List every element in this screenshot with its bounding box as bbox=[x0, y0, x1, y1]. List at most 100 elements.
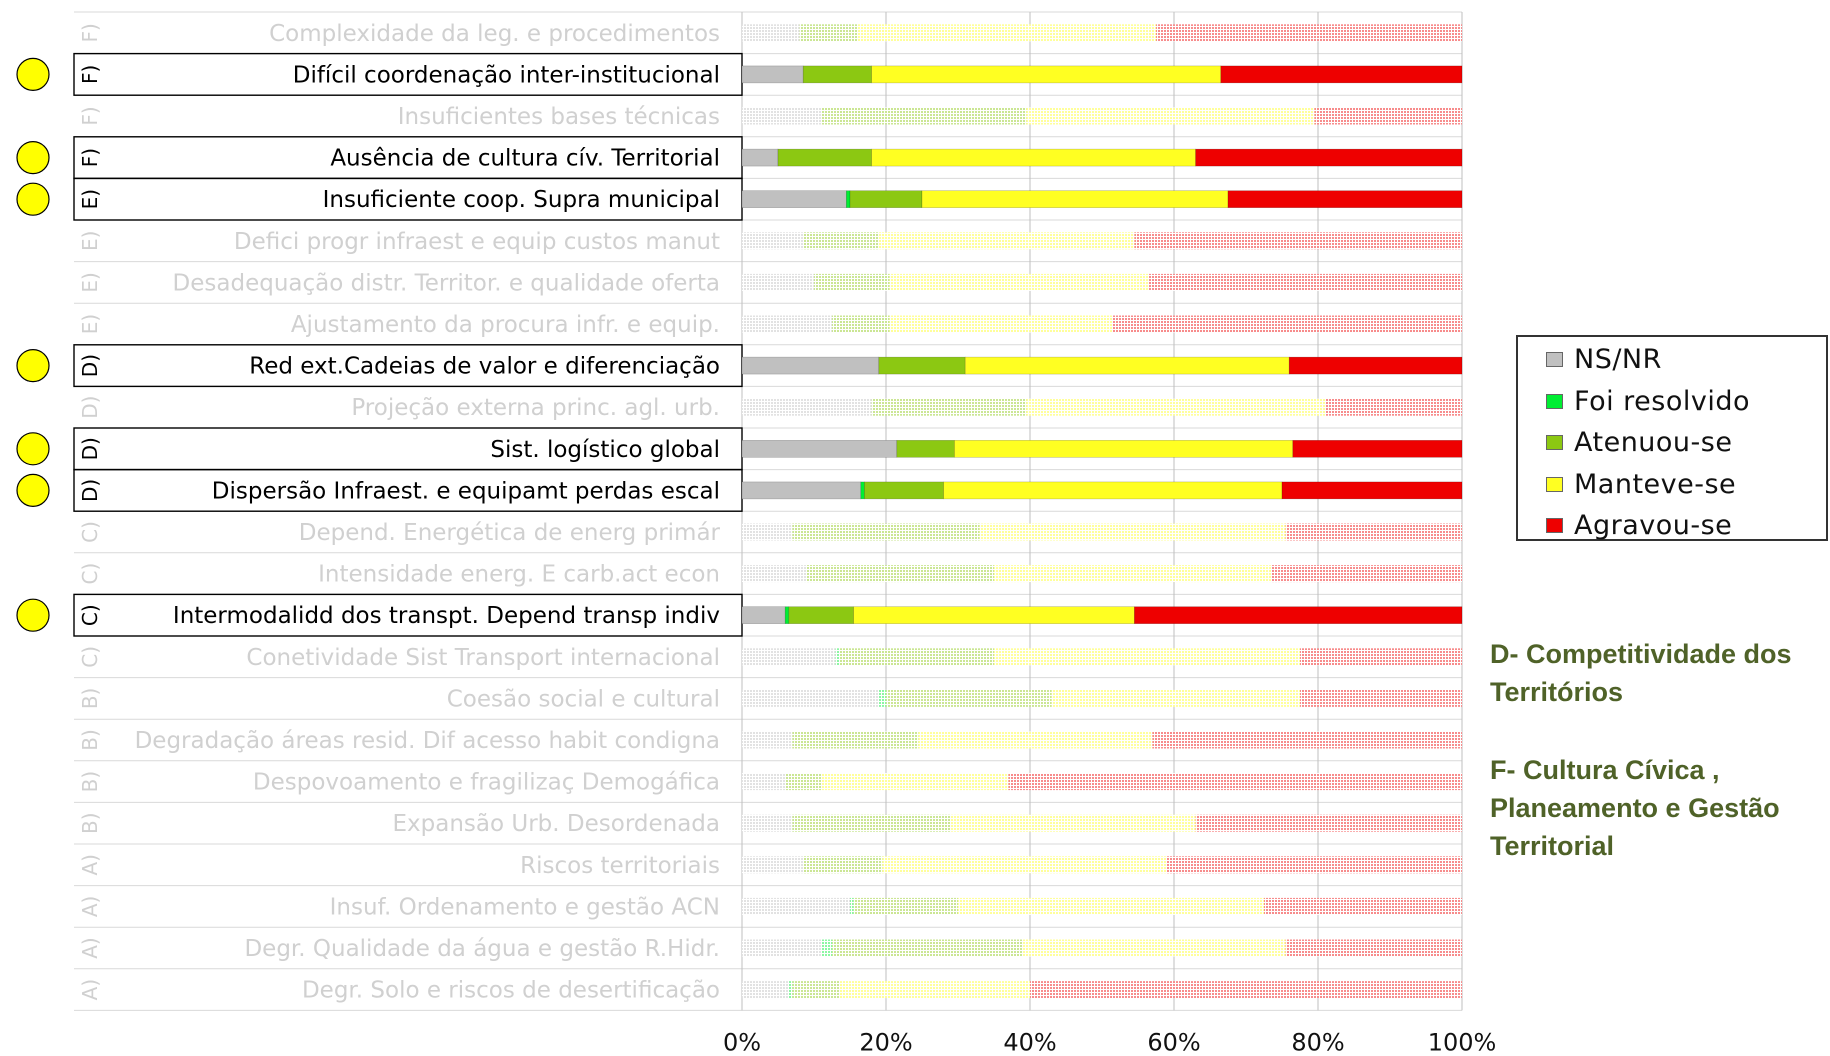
category-group-label: F) bbox=[78, 106, 102, 125]
bar-segment bbox=[857, 24, 1156, 42]
bar-segment bbox=[1112, 315, 1462, 333]
bar-segment bbox=[799, 24, 858, 42]
bar-segment bbox=[964, 356, 1290, 375]
category-group-label: A) bbox=[78, 979, 102, 1000]
bar-segment bbox=[832, 315, 890, 333]
bar-segment bbox=[742, 689, 879, 707]
bar-segment bbox=[839, 648, 994, 666]
highlight-marker bbox=[16, 432, 50, 466]
legend: NS/NR Foi resolvido Atenuou-se Manteve-s… bbox=[1516, 335, 1828, 541]
category-group-label: C) bbox=[78, 604, 102, 626]
category-label: Expansão Urb. Desordenada bbox=[393, 811, 720, 837]
legend-swatch-foi-resolvido bbox=[1546, 393, 1563, 409]
bar-segment bbox=[814, 273, 890, 291]
bar-segment bbox=[1292, 439, 1463, 458]
bar-segment bbox=[1285, 523, 1462, 541]
bar-segment bbox=[878, 356, 966, 375]
category-label: Ausência de cultura cív. Territorial bbox=[330, 146, 720, 172]
bar-segment bbox=[784, 606, 790, 625]
bar-segment bbox=[1220, 65, 1463, 84]
category-label: Riscos territoriais bbox=[520, 853, 720, 879]
bar-segment bbox=[742, 897, 850, 915]
legend-item-manteve-se: Manteve-se bbox=[1546, 466, 1736, 502]
note-line: F- Cultura Cívica , bbox=[1490, 755, 1720, 785]
highlight-marker bbox=[16, 349, 50, 383]
bar-segment bbox=[1285, 939, 1462, 957]
category-group-label: E) bbox=[78, 272, 102, 292]
highlight-marker bbox=[16, 141, 50, 175]
bar-segment bbox=[846, 190, 851, 208]
bar-segment bbox=[918, 731, 1153, 749]
bar-segment bbox=[853, 897, 958, 915]
x-tick-label: 40% bbox=[1003, 1028, 1056, 1056]
category-label: Degradação áreas resid. Dif acesso habit… bbox=[135, 728, 720, 754]
x-tick-label: 80% bbox=[1291, 1028, 1344, 1056]
category-group-label: F) bbox=[78, 148, 102, 167]
bar-segment bbox=[1051, 689, 1300, 707]
bar-segment bbox=[741, 439, 898, 458]
legend-label-foi-resolvido: Foi resolvido bbox=[1574, 385, 1751, 417]
bar-segment bbox=[742, 24, 800, 42]
category-label: Dispersão Infraest. e equipamt perdas es… bbox=[212, 478, 720, 504]
note-cultura-civica: F- Cultura Cívica , Planeamento e Gestão… bbox=[1490, 751, 1825, 865]
category-label: Insuf. Ordenamento e gestão ACN bbox=[330, 894, 720, 920]
bar-segment bbox=[792, 814, 951, 832]
bar-segment bbox=[950, 814, 1196, 832]
category-group-label: E) bbox=[78, 314, 102, 334]
bar-segment bbox=[821, 107, 1027, 125]
category-group-label: B) bbox=[78, 688, 102, 710]
bar-segment bbox=[742, 648, 836, 666]
bar-segment bbox=[994, 565, 1272, 583]
category-label: Conetividade Sist Transport internaciona… bbox=[246, 645, 720, 671]
bar-segment bbox=[921, 190, 1229, 208]
note-competitividade: D- Competitividade dos Territórios bbox=[1490, 635, 1825, 711]
bar-segment bbox=[871, 65, 1222, 84]
category-group-label: A) bbox=[78, 854, 102, 875]
bar-segment bbox=[803, 232, 879, 250]
legend-swatch-manteve-se bbox=[1546, 476, 1563, 492]
bar-segment bbox=[1227, 190, 1463, 208]
category-label: Ajustamento da procura infr. e equip. bbox=[291, 312, 720, 338]
highlight-marker bbox=[16, 182, 50, 216]
bar-segment bbox=[994, 648, 1300, 666]
bar-segment bbox=[1166, 856, 1462, 874]
legend-label-atenuou-se: Atenuou-se bbox=[1574, 426, 1733, 458]
bar-segment bbox=[1300, 689, 1462, 707]
bar-segment bbox=[742, 107, 822, 125]
bar-segment bbox=[821, 773, 1009, 791]
bar-segment bbox=[1152, 731, 1462, 749]
category-label: Difícil coordenação inter-institucional bbox=[293, 62, 720, 88]
bar-segment bbox=[1195, 814, 1462, 832]
legend-label-agravou-se: Agravou-se bbox=[1574, 509, 1733, 541]
category-group-label: D) bbox=[78, 479, 102, 502]
bar-segment bbox=[1314, 107, 1462, 125]
bar-segment bbox=[806, 565, 994, 583]
category-label: Insuficiente coop. Supra municipal bbox=[323, 187, 720, 213]
category-label: Sist. logístico global bbox=[490, 437, 720, 463]
bar-segment bbox=[785, 773, 822, 791]
bar-segment bbox=[889, 315, 1113, 333]
bar-segment bbox=[871, 148, 1196, 167]
bar-segment bbox=[1134, 606, 1463, 625]
legend-item-atenuou-se: Atenuou-se bbox=[1546, 424, 1732, 460]
category-group-label: D) bbox=[78, 437, 102, 460]
bar-segment bbox=[742, 315, 832, 333]
bar-segment bbox=[1195, 148, 1463, 167]
bar-segment bbox=[742, 856, 804, 874]
legend-swatch-atenuou-se bbox=[1546, 434, 1563, 450]
bar-segment bbox=[853, 606, 1135, 625]
x-tick-label: 100% bbox=[1428, 1028, 1497, 1056]
category-group-label: A) bbox=[78, 896, 102, 917]
category-group-label: E) bbox=[78, 231, 102, 251]
bar-segment bbox=[1271, 565, 1462, 583]
bar-segment bbox=[742, 731, 793, 749]
bar-segment bbox=[742, 981, 789, 999]
bar-segment bbox=[878, 689, 886, 707]
bar-segment bbox=[958, 897, 1264, 915]
bar-segment bbox=[803, 856, 883, 874]
bar-segment bbox=[839, 981, 1030, 999]
bar-segment bbox=[792, 981, 840, 999]
highlight-marker bbox=[16, 598, 50, 632]
category-label: Intermodalidd dos transpt. Depend transp… bbox=[173, 603, 720, 629]
category-group-label: E) bbox=[78, 189, 102, 209]
